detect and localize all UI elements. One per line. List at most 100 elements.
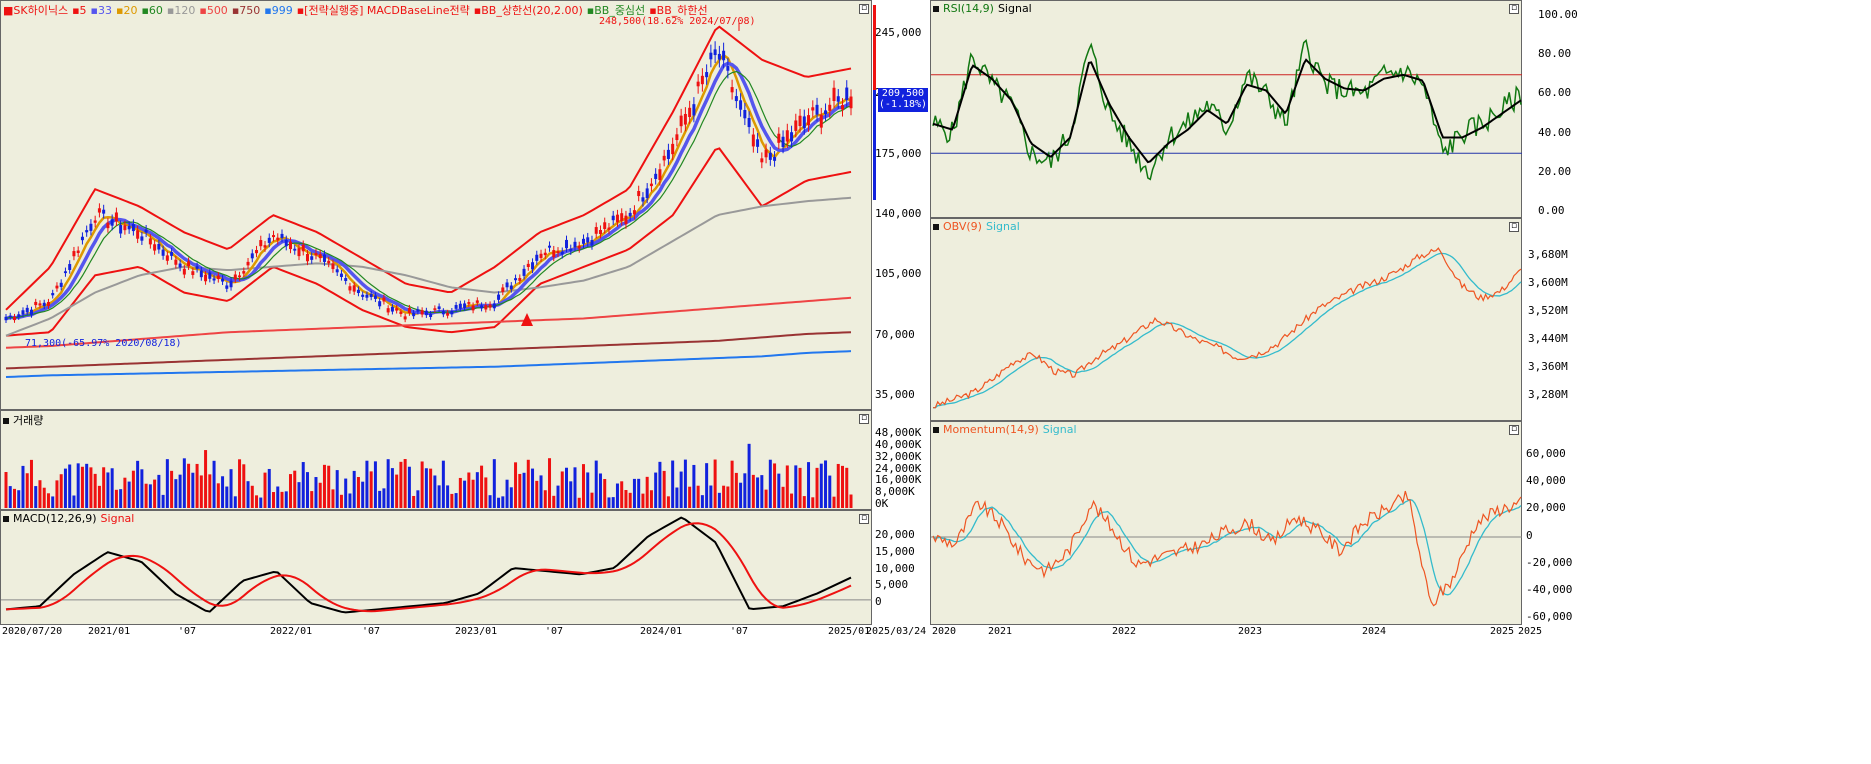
candle-body	[705, 72, 709, 78]
pane-marker-icon	[3, 418, 9, 424]
rsi-line	[932, 39, 1522, 181]
candle-body	[263, 245, 267, 248]
volume-bar	[441, 460, 445, 508]
legend-item: ▪33	[90, 4, 112, 17]
candle-body	[131, 224, 135, 232]
volume-bar	[369, 471, 373, 508]
volume-bar	[208, 474, 212, 508]
line-120	[5, 196, 852, 337]
volume-bar	[739, 482, 743, 508]
candle-body	[688, 107, 692, 118]
candle-body	[849, 96, 853, 109]
candle-body	[450, 310, 454, 315]
pane-marker-icon	[933, 224, 939, 230]
maximize-icon[interactable]: ▫	[1509, 221, 1519, 232]
macd-y-axis: 20,000 15,000 10,000 5,000 0	[872, 510, 927, 625]
x-tick-label: 2025/03/24	[866, 626, 927, 637]
x-axis-left: 2020/07/20 2021/01 '07 2022/01 '07 2023/01 '07…	[0, 625, 930, 639]
volume-bar	[352, 470, 356, 508]
candle-body	[505, 282, 509, 288]
volume-bar	[586, 472, 590, 508]
candle-body	[255, 250, 259, 254]
candle-body	[348, 286, 352, 291]
price-y-axis: 245,000210,000175,000140,000105,00070,00…	[872, 0, 927, 410]
x-tick-label: 2025/01	[828, 626, 871, 637]
volume-bar	[488, 495, 492, 508]
candle-body	[85, 230, 89, 233]
macd-signal-label: Signal	[100, 512, 135, 525]
volume-bar	[403, 459, 407, 508]
candle-body	[21, 310, 25, 315]
candle-body	[293, 248, 297, 251]
volume-bar	[620, 481, 624, 508]
maximize-icon[interactable]: ▫	[859, 413, 869, 424]
candle-body	[250, 253, 254, 259]
candle-body	[819, 114, 823, 128]
volume-bar	[492, 459, 496, 508]
x-tick-label: 2020	[932, 626, 957, 637]
volume-bar	[386, 459, 390, 508]
y-tick-label: 245,000	[875, 26, 922, 39]
volume-bar	[756, 477, 760, 508]
buy-signal-arrow	[521, 313, 533, 326]
volume-bar	[301, 462, 305, 508]
candle-body	[327, 260, 331, 264]
pane-marker-icon	[3, 516, 9, 522]
volume-bar	[42, 487, 46, 508]
macd-pane: MACD(12,26,9) Signal ▫	[0, 510, 873, 625]
window-buttons[interactable]: ▫	[857, 3, 869, 14]
volume-bar	[89, 467, 93, 508]
ma20-line	[5, 53, 852, 320]
volume-bar	[390, 468, 394, 508]
legend-item: ▪20	[116, 4, 138, 17]
volume-bar	[594, 460, 598, 508]
candle-body	[446, 313, 450, 316]
candle-body	[700, 75, 704, 85]
volume-bar	[467, 472, 471, 508]
candle-body	[458, 303, 462, 309]
legend-item: ▪5	[72, 4, 87, 17]
volume-bar	[671, 460, 675, 508]
maximize-icon[interactable]: ▫	[859, 513, 869, 524]
current-price-box: 209,500 (-1.18%)	[878, 88, 928, 112]
price-pane: ■SK하이닉스 ▪5 ▪33 ▪20 ▪60 ▪120 ▪500 ▪750 ▪999 ▪[전략실행…	[0, 0, 872, 410]
maximize-icon[interactable]: ▫	[1509, 424, 1519, 435]
volume-bar	[437, 485, 441, 508]
obv-title: OBV(9)	[943, 220, 982, 233]
volume-chart	[4, 443, 853, 508]
candle-body	[127, 225, 131, 230]
candle-body	[280, 233, 284, 238]
candle-body	[412, 312, 416, 317]
maximize-icon[interactable]: ▫	[1509, 3, 1519, 14]
rsi-y-axis: 100.00 80.00 60.00 40.00 20.00 0.00	[1522, 0, 1578, 218]
x-tick-label: 2025	[1490, 626, 1515, 637]
volume-bar	[310, 491, 314, 508]
y-tick-label: -60,000	[1526, 610, 1573, 623]
candle-body	[369, 294, 373, 298]
legend-item: ▪750	[231, 4, 261, 17]
candle-body	[828, 104, 832, 111]
volume-bar	[811, 497, 815, 508]
volume-bar	[21, 465, 25, 508]
candle-body	[216, 275, 220, 280]
candle-body	[471, 305, 475, 311]
x-tick-label: 2024/01	[640, 626, 683, 637]
candle-body	[161, 249, 165, 256]
candle-body	[17, 314, 21, 318]
candle-body	[632, 210, 636, 215]
volume-bar	[828, 475, 832, 508]
candle-body	[454, 305, 458, 309]
volume-bar	[335, 470, 339, 508]
volume-bar	[242, 464, 246, 508]
volume-bar	[632, 478, 636, 508]
volume-bar	[624, 490, 628, 508]
volume-bar	[819, 463, 823, 508]
maximize-icon[interactable]: ▫	[859, 3, 869, 14]
candle-body	[195, 266, 199, 269]
volume-bar	[34, 486, 38, 508]
volume-bar	[569, 481, 573, 508]
volume-bar	[102, 467, 106, 508]
candle-body	[484, 305, 488, 310]
volume-bar	[785, 465, 789, 508]
x-tick-label: 2025	[1518, 626, 1543, 637]
